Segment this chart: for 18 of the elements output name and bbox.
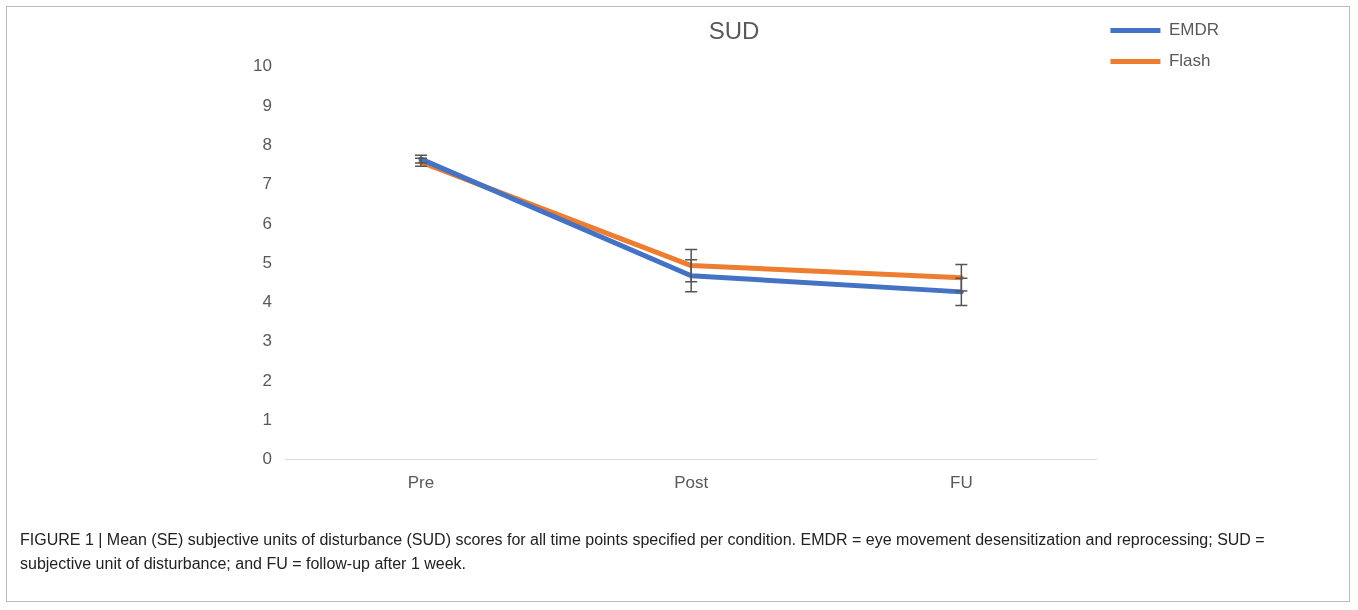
y-tick-label: 0: [262, 449, 272, 469]
chart-title: SUD: [708, 17, 760, 45]
y-tick-label: 4: [262, 292, 272, 312]
caption: FIGURE 1 | Mean (SE) subjective units of disturbance (SUD) scores for all time points specified per condition. EMDR = eye movement desensitization and reprocessing; SUD = subjective unit of disturbance; and FU = follow-up after 1 week.: [20, 530, 1266, 574]
y-tick-label: 2: [262, 370, 272, 390]
x-tick-label: FU: [950, 473, 973, 493]
x-tick-label: Post: [674, 473, 709, 493]
legend-label: EMDR: [1168, 20, 1220, 40]
y-tick-label: 9: [262, 95, 272, 115]
y-tick-label: 1: [262, 410, 272, 430]
y-tick-label: 8: [262, 135, 272, 155]
y-tick-label: 10: [252, 56, 272, 76]
y-tick-label: 5: [262, 252, 272, 272]
y-tick-label: 6: [262, 213, 272, 233]
y-tick-label: 3: [262, 331, 272, 351]
legend-label: Flash: [1168, 51, 1211, 71]
y-tick-label: 7: [262, 174, 272, 194]
x-tick-label: Pre: [407, 473, 435, 493]
